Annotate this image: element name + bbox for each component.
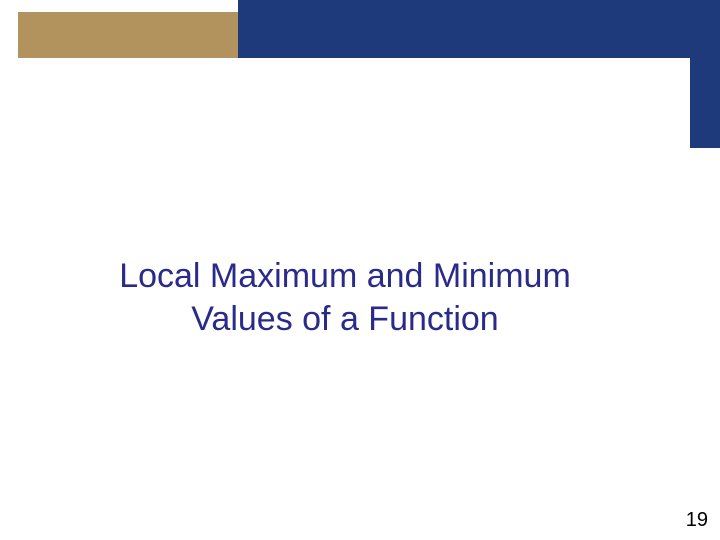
slide-title-line1: Local Maximum and Minimum xyxy=(119,257,571,295)
page-number: 19 xyxy=(686,509,708,532)
header-navy-right xyxy=(690,0,720,148)
header-gold-block xyxy=(18,12,238,58)
slide-title: Local Maximum and Minimum Values of a Fu… xyxy=(75,255,615,340)
header-navy-top xyxy=(238,0,720,58)
slide-title-line2: Values of a Function xyxy=(191,300,498,338)
